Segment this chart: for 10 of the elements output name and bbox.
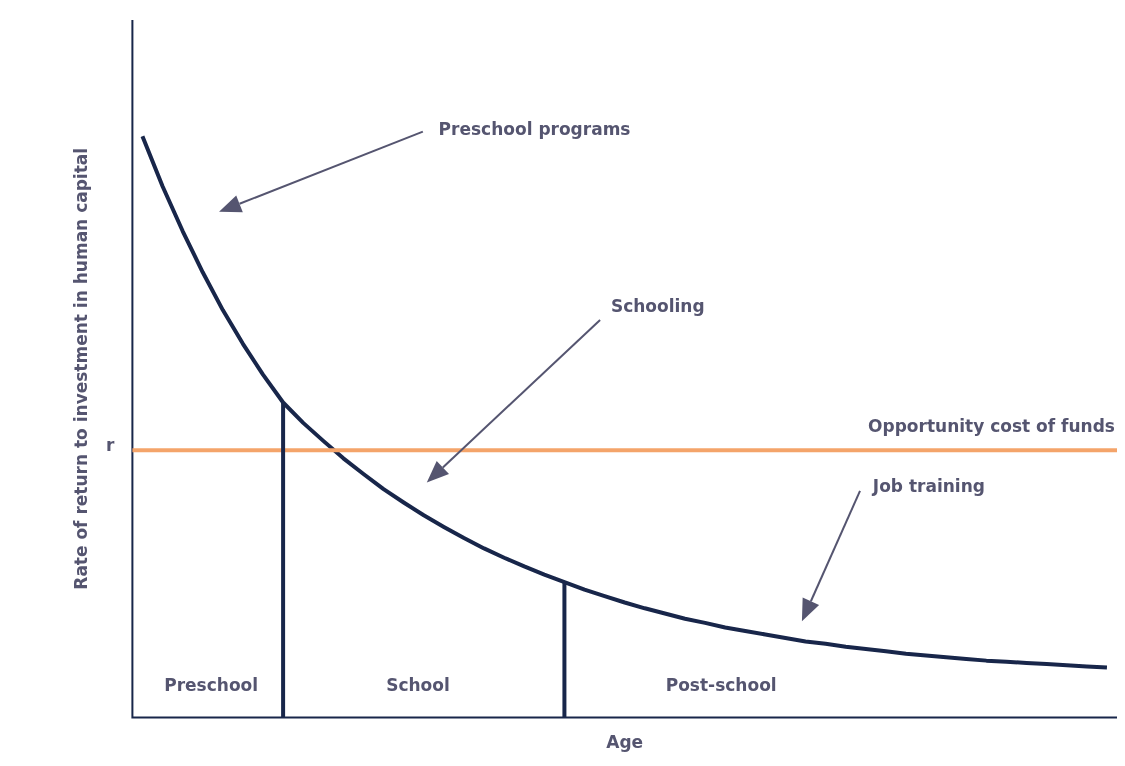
annotation: Preschool programs — [438, 118, 631, 139]
text: r — [106, 434, 116, 455]
annotation: Post-school — [665, 674, 777, 695]
y-axis-title: Rate of return to investment in human capital — [70, 147, 91, 590]
annotation: Job training — [871, 475, 985, 496]
annotation: School — [386, 674, 450, 695]
annotation: Schooling — [610, 295, 705, 316]
x-axis-title: Age — [606, 732, 644, 753]
annotation: Preschool — [164, 674, 259, 695]
ref-line-label: Opportunity cost of funds — [868, 416, 1115, 437]
